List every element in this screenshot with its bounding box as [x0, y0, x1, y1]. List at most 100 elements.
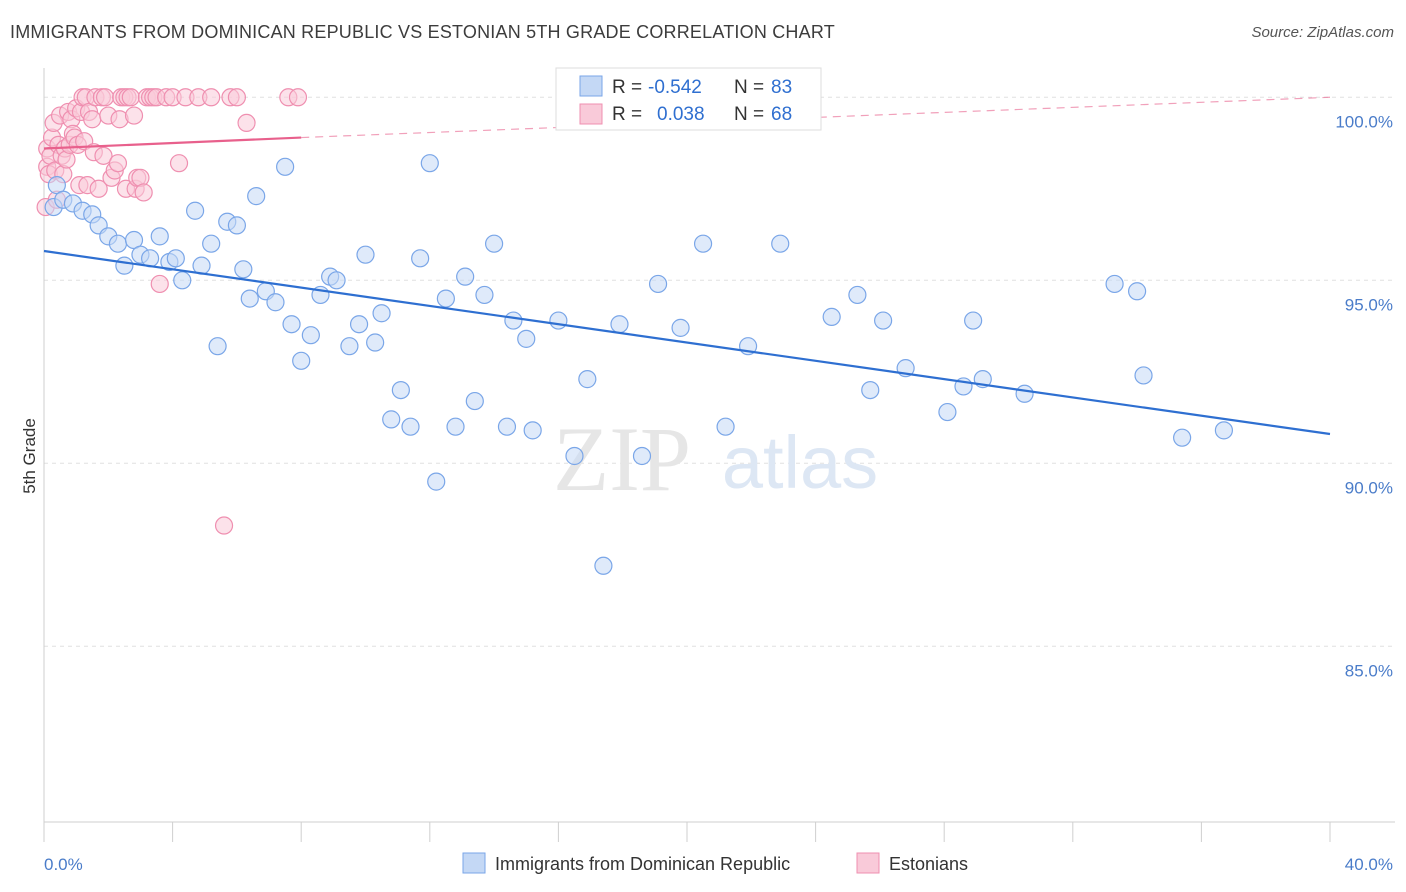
- dominican-point-19: [202, 234, 221, 253]
- dominican-point-47: [446, 417, 465, 436]
- estonian-point-45: [121, 88, 140, 107]
- dominican-point-51: [485, 234, 504, 253]
- dominican-point-63: [671, 318, 690, 337]
- dominican-point-79: [1127, 282, 1147, 301]
- axes: [43, 68, 1395, 823]
- x-tick-label-1: 40.0%: [1345, 855, 1393, 874]
- dominican-point-59: [594, 556, 613, 575]
- bottom-legend-swatch-blue: [462, 852, 486, 874]
- dominican-point-16: [173, 271, 192, 290]
- gridlines: [44, 96, 1395, 647]
- dominican-point-75: [964, 311, 983, 330]
- dominican-point-82: [1214, 421, 1234, 440]
- estonian-trend-line: [43, 136, 302, 150]
- estonian-point-64: [227, 88, 246, 107]
- dominican-point-61: [632, 446, 652, 466]
- estonian-point-65: [237, 113, 256, 133]
- dominican-point-9: [115, 256, 134, 275]
- estonian-point-49: [131, 168, 150, 187]
- dominican-trend-line: [43, 249, 1331, 436]
- y-tick-label-1: 95.0%: [1345, 295, 1393, 314]
- legend-n-value-1: 83: [771, 77, 792, 98]
- y-axis-label: 5th Grade: [20, 418, 39, 494]
- estonian-point-62: [214, 516, 234, 535]
- bottom-legend-label-pink: Estonians: [889, 854, 968, 874]
- dominican-point-25: [247, 187, 266, 206]
- bottom-legend-label-blue: Immigrants from Dominican Republic: [495, 854, 790, 874]
- dominican-point-15: [166, 249, 185, 268]
- dominican-point-20: [208, 337, 227, 356]
- estonian-point-58: [169, 154, 189, 173]
- estonian-point-39: [108, 154, 128, 173]
- dominican-point-49: [465, 391, 484, 411]
- legend-r-value-2: 0.038: [657, 104, 705, 125]
- legend-n-label-1: N =: [734, 77, 764, 98]
- estonian-point-14: [57, 150, 76, 169]
- chart-source: Source: ZipAtlas.com: [1251, 24, 1394, 41]
- dominican-point-77: [1015, 384, 1034, 403]
- dominican-point-46: [436, 289, 455, 308]
- estonian-trend-line-extension: [301, 96, 1331, 139]
- legend-swatch-blue: [579, 75, 603, 97]
- estonian-point-35: [95, 88, 115, 107]
- dominican-point-65: [716, 417, 735, 436]
- dominican-point-50: [475, 285, 494, 305]
- estonian-point-46: [124, 106, 144, 125]
- estonians-points: [36, 88, 308, 535]
- dominican-point-28: [276, 157, 295, 176]
- dominican-point-64: [693, 234, 713, 253]
- chart-title: IMMIGRANTS FROM DOMINICAN REPUBLIC VS ES…: [10, 22, 835, 42]
- legend-n-label-2: N =: [734, 104, 764, 125]
- y-tick-labels: 100.0% 95.0% 90.0% 85.0%: [1335, 112, 1393, 680]
- dominican-point-48: [456, 267, 475, 286]
- dominican-point-35: [340, 337, 359, 356]
- dominican-point-54: [517, 329, 536, 348]
- y-tick-label-2: 90.0%: [1345, 478, 1393, 497]
- dominican-point-73: [938, 402, 957, 422]
- dominican-point-56: [549, 311, 568, 330]
- dominican-point-44: [420, 154, 439, 173]
- watermark-atlas: atlas: [722, 421, 878, 504]
- estonian-point-29: [83, 110, 102, 129]
- dominican-points: [44, 154, 1234, 575]
- dominican-point-39: [372, 304, 391, 323]
- dominican-point-41: [391, 380, 410, 400]
- dominican-point-29: [282, 315, 301, 334]
- dominican-point-45: [427, 472, 446, 491]
- dominican-point-55: [523, 421, 542, 440]
- estonian-point-34: [94, 146, 113, 165]
- dominican-point-17: [186, 201, 205, 220]
- legend-r-value-1: -0.542: [648, 77, 702, 98]
- dominican-point-36: [349, 315, 369, 334]
- dominican-point-27: [266, 293, 285, 312]
- trend-lines: [43, 96, 1331, 436]
- dominican-point-13: [150, 227, 169, 246]
- dominican-point-78: [1105, 274, 1124, 294]
- legend-r-label-1: R =: [612, 77, 642, 98]
- dominican-point-62: [648, 274, 668, 294]
- dominican-point-80: [1134, 366, 1153, 385]
- x-tick-labels: 0.0% 40.0%: [44, 855, 1393, 874]
- estonian-point-55: [150, 274, 169, 294]
- estonian-point-32: [89, 179, 108, 198]
- x-tick-label-0: 0.0%: [44, 855, 83, 874]
- x-ticks: [43, 822, 1331, 842]
- y-tick-label-3: 85.0%: [1345, 661, 1393, 680]
- dominican-point-23: [234, 260, 253, 279]
- dominican-point-31: [301, 326, 320, 345]
- dominican-point-60: [610, 315, 629, 334]
- dominican-point-53: [504, 311, 523, 330]
- estonian-point-50: [134, 183, 153, 202]
- dominican-point-22: [227, 216, 246, 235]
- legend-r-label-2: R =: [612, 104, 642, 125]
- legend-swatch-pink: [579, 103, 603, 125]
- dominican-point-34: [327, 271, 346, 290]
- dominican-point-67: [771, 234, 790, 253]
- bottom-legend: Immigrants from Dominican Republic Eston…: [462, 852, 968, 874]
- dominican-point-57: [565, 446, 584, 466]
- dominican-point-30: [292, 351, 311, 370]
- dominican-point-81: [1173, 428, 1192, 447]
- dominican-point-52: [497, 417, 517, 436]
- y-tick-label-0: 100.0%: [1335, 112, 1393, 131]
